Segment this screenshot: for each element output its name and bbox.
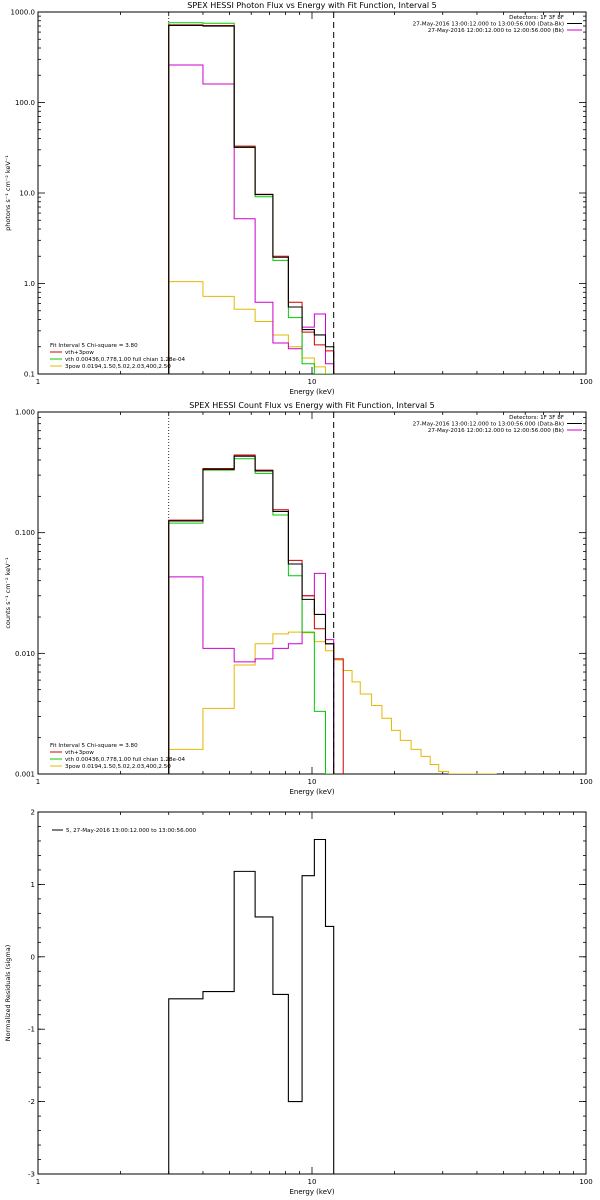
- residual-y-tick-label: 1: [31, 881, 35, 889]
- photon-fit-label: Fit Interval 5 Chi-square = 3.80: [50, 343, 138, 349]
- photon-y-tick-label: 10.0: [19, 190, 35, 198]
- count-x-tick-label: 1: [36, 778, 40, 786]
- photon-fit-label: vth+3pow: [65, 350, 94, 356]
- residual-y-tick-label: -3: [28, 1171, 35, 1179]
- count-chart: SPEX HESSI Count Flux vs Energy with Fit…: [4, 401, 593, 796]
- count-series-vth: [168, 458, 335, 774]
- count-y-tick-label: 1.000: [15, 409, 35, 417]
- residual-series-data: [168, 838, 335, 1174]
- photon-y-tick-label: 100.0: [15, 99, 35, 107]
- photon-series-total: [168, 24, 335, 374]
- residual-chart: 1 10 100 Energy (keV) -3 -2 -1 0 1 2 Normalized Re…: [4, 809, 593, 1197]
- photon-series-data: [168, 24, 335, 374]
- count-y-axis-label: counts s⁻¹ cm⁻² keV⁻¹: [4, 557, 12, 629]
- residual-x-axis-label: Energy (keV): [289, 1188, 334, 1196]
- photon-series-bkg: [168, 64, 335, 374]
- photon-x-tick-label: 1: [36, 378, 40, 386]
- photon-x-tick-label: 10: [308, 378, 317, 386]
- count-x-tick-label: 100: [579, 778, 592, 786]
- count-x-tick-label: 10: [308, 778, 317, 786]
- residual-plot-frame: [37, 811, 587, 1175]
- photon-fit-label: 3pow 0.0194,1.50,5.02,2.03,400,2.50: [65, 364, 171, 370]
- photon-info-line: 27-May-2016 13:00:12.000 to 13:00:56.000…: [413, 22, 564, 28]
- residual-x-tick-label: 1: [36, 1178, 40, 1186]
- photon-info-line: 27-May-2016 12:00:12.000 to 12:00:56.000…: [428, 28, 564, 34]
- photon-y-tick-label: 1.0: [24, 280, 35, 288]
- count-y-tick-label: 0.010: [15, 650, 35, 658]
- photon-plot-frame: [37, 11, 587, 375]
- count-x-axis-label: Energy (keV): [289, 788, 334, 796]
- count-plot-frame: [37, 411, 587, 775]
- photon-info-line: Detectors: 1F 3F 8F: [509, 15, 564, 21]
- count-series-total: [168, 454, 344, 774]
- count-fit-label: vth 0.00436,0.778,1.00 full chian 1.28e-…: [65, 757, 186, 763]
- count-y-tick-label: 0.100: [15, 529, 35, 537]
- photon-x-tick-label: 100: [579, 378, 592, 386]
- photon-y-tick-label: 1000.0: [11, 9, 36, 17]
- count-fit-label: 3pow 0.0194,1.50,5.02,2.03,400,2.50: [65, 764, 171, 770]
- count-fit-label: vth+3pow: [65, 750, 94, 756]
- photon-y-tick-label: 0.1: [24, 371, 35, 379]
- photon-title: SPEX HESSI Photon Flux vs Energy with Fi…: [187, 1, 437, 10]
- photon-series-vth: [168, 22, 335, 374]
- residual-y-axis-label: Normalized Residuals (sigma): [4, 945, 12, 1042]
- photon-y-axis-label: photons s⁻¹ cm⁻² keV⁻¹: [4, 155, 12, 231]
- count-title: SPEX HESSI Count Flux vs Energy with Fit…: [189, 401, 434, 410]
- residual-y-tick-label: -1: [28, 1026, 35, 1034]
- residual-x-tick-label: 10: [308, 1178, 317, 1186]
- photon-fit-label: vth 0.00436,0.778,1.00 full chian 1.28e-…: [65, 357, 186, 363]
- count-y-tick-label: 0.001: [15, 771, 35, 779]
- photon-x-axis-label: Energy (keV): [289, 388, 334, 396]
- count-info-line: Detectors: 1F 3F 8F: [509, 415, 564, 421]
- count-series-bkg: [168, 572, 335, 774]
- photon-chart: SPEX HESSI Photon Flux vs Energy with Fi…: [4, 1, 593, 396]
- residual-y-tick-label: -2: [28, 1098, 35, 1106]
- residual-y-tick-label: 0: [31, 953, 35, 961]
- count-fit-label: Fit Interval 5 Chi-square = 3.80: [50, 743, 138, 749]
- count-series-data: [168, 455, 335, 774]
- residual-y-tick-label: 2: [31, 809, 35, 817]
- count-info-line: 27-May-2016 13:00:12.000 to 13:00:56.000…: [413, 422, 564, 428]
- residual-x-tick-label: 100: [579, 1178, 592, 1186]
- count-series-pow: [168, 631, 497, 774]
- photon-series-pow: [168, 281, 335, 374]
- count-info-line: 27-May-2016 12:00:12.000 to 12:00:56.000…: [428, 428, 564, 434]
- residual-legend-label: 5, 27-May-2016 13:00:12.000 to 13:00:56.…: [66, 828, 197, 834]
